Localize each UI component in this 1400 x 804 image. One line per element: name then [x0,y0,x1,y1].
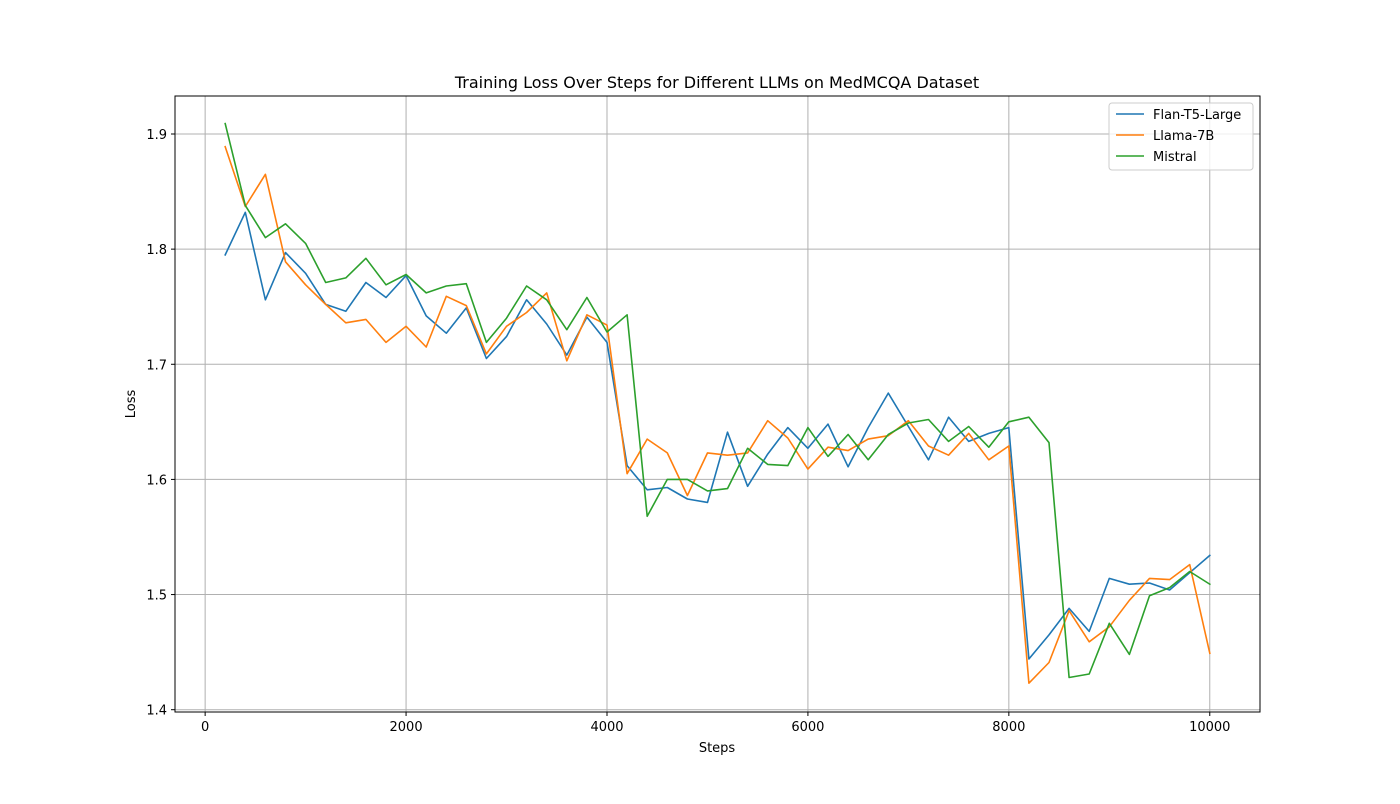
y-tick-label: 1.6 [146,473,167,488]
legend-label-llama-7b: Llama-7B [1153,129,1214,144]
y-axis-label: Loss [124,390,139,419]
legend-items: Flan-T5-Large Llama-7B Mistral [1116,108,1241,165]
y-tick-label: 1.5 [146,589,167,604]
x-tick-label: 8000 [992,720,1025,735]
series-line-llama-7b [224,145,1211,685]
x-tick-label: 4000 [590,720,623,735]
grid [175,96,1260,712]
y-tick-label: 1.7 [146,358,167,373]
legend-label-flan-t5-large: Flan-T5-Large [1153,108,1241,123]
x-tick-label: 2000 [390,720,423,735]
x-axis-label: Steps [699,741,736,756]
plot-area-frame [174,95,1261,713]
y-tick-label: 1.9 [146,128,167,143]
y-tick-label: 1.4 [146,704,167,719]
series-line-flan-t5-large [224,211,1211,660]
y-tick-label: 1.8 [146,243,167,258]
series-lines [224,122,1211,685]
x-tick-label: 6000 [791,720,824,735]
series-line-mistral [224,122,1211,679]
x-tick-label: 10000 [1189,720,1230,735]
axis-ticks: 0 2000 4000 6000 8000 10000 1.4 1.5 1.6 1.7 1.8 1.9 [146,128,1230,735]
legend: Flan-T5-Large Llama-7B Mistral [1108,102,1254,171]
legend-box [1108,102,1254,171]
x-tick-label: 0 [201,720,209,735]
chart-title: Training Loss Over Steps for Different L… [454,73,979,92]
legend-label-mistral: Mistral [1153,150,1197,165]
